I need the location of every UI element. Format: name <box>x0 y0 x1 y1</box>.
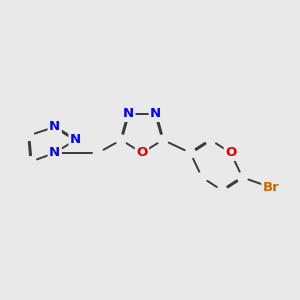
Text: Br: Br <box>263 181 280 194</box>
Text: O: O <box>136 146 148 159</box>
Text: N: N <box>150 107 161 120</box>
Text: N: N <box>49 120 60 134</box>
Text: O: O <box>225 146 236 159</box>
Text: N: N <box>123 107 134 120</box>
Text: N: N <box>49 146 60 159</box>
Text: N: N <box>70 134 81 146</box>
